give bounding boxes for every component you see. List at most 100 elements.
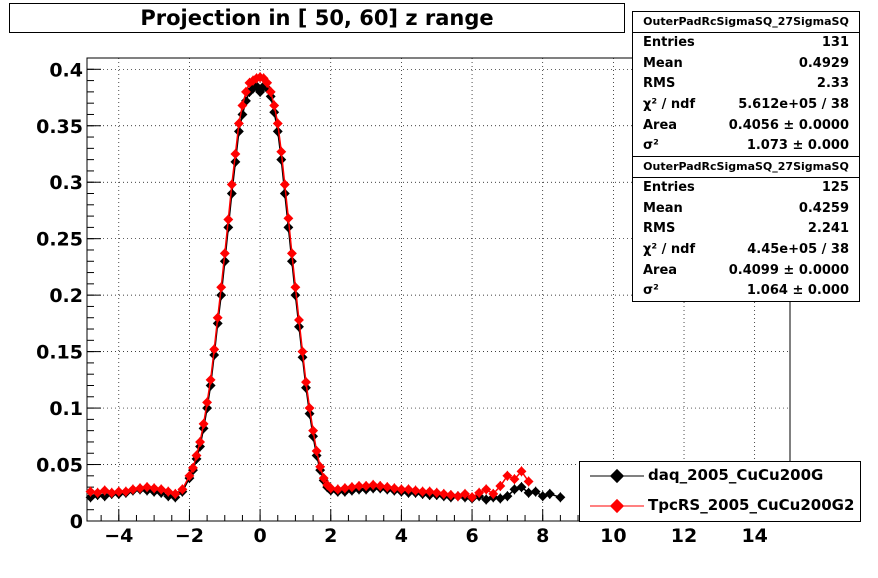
data-point	[127, 484, 138, 495]
x-tick-label: 6	[465, 525, 478, 547]
data-point	[272, 118, 283, 129]
stats-row: χ² / ndf 5.612e+05 / 38	[643, 97, 849, 113]
data-point	[368, 479, 379, 490]
data-point	[523, 487, 534, 498]
data-point	[286, 256, 297, 267]
data-point	[216, 290, 227, 301]
y-tick-label: 0.2	[49, 285, 83, 307]
data-point	[311, 446, 322, 456]
y-tick-label: 0.05	[36, 455, 83, 477]
data-point	[502, 470, 513, 481]
data-point	[481, 484, 492, 495]
data-point	[241, 86, 251, 97]
x-tick-label: 0	[253, 525, 266, 547]
data-point	[276, 154, 287, 165]
x-tick-label: 10	[600, 525, 626, 547]
data-point	[424, 486, 435, 497]
data-point	[304, 403, 315, 414]
legend-marker-icon	[590, 498, 644, 514]
data-point	[226, 188, 237, 199]
data-point	[283, 222, 294, 233]
stats-row: Mean 0.4929	[643, 55, 849, 71]
data-point	[375, 481, 386, 491]
y-tick-label: 0.4	[49, 59, 83, 81]
data-point	[502, 491, 513, 502]
data-point	[202, 403, 213, 414]
data-point	[318, 473, 329, 484]
x-tick-label: 12	[671, 525, 697, 547]
data-point	[290, 290, 301, 301]
data-point	[198, 418, 209, 429]
data-point	[237, 100, 248, 111]
data-point	[417, 486, 428, 497]
y-tick-label: 0.35	[36, 116, 83, 138]
data-point	[113, 486, 124, 497]
data-point	[354, 481, 364, 491]
data-point	[191, 450, 202, 461]
stats-row: Area 0.4099 ± 0.0000	[643, 262, 849, 278]
legend-marker-icon	[590, 468, 644, 484]
data-point	[301, 382, 311, 393]
data-point	[438, 488, 449, 499]
data-point	[177, 484, 188, 495]
data-point	[294, 315, 304, 325]
x-tick-label: 8	[536, 525, 549, 547]
data-point	[410, 485, 421, 496]
data-point	[403, 484, 414, 495]
data-point	[149, 483, 160, 494]
stats-box: OuterPadRcSigmaSQ_27SigmaSQ Entries 131 M…	[632, 11, 860, 158]
data-point	[332, 484, 343, 495]
stats-name: OuterPadRcSigmaSQ_27SigmaSQ	[633, 157, 859, 178]
data-point	[230, 149, 241, 159]
data-point	[265, 86, 276, 97]
data-point	[509, 474, 520, 485]
data-point	[346, 482, 357, 493]
legend-item: TpcRS_2005_CuCu200G2	[580, 492, 860, 520]
data-point	[212, 312, 223, 323]
data-point	[339, 483, 350, 494]
stats-row: Entries 125	[643, 180, 849, 195]
data-point	[308, 425, 319, 436]
data-point	[135, 483, 145, 494]
x-tick-label: 14	[741, 525, 767, 547]
data-point	[216, 282, 227, 293]
x-tick-label: −4	[104, 525, 133, 547]
data-point	[389, 483, 400, 494]
data-point	[325, 483, 336, 494]
data-point	[431, 487, 442, 498]
data-point	[223, 214, 234, 225]
data-point	[297, 346, 308, 357]
legend-item: daq_2005_CuCu200G	[580, 462, 860, 490]
data-point	[188, 462, 198, 473]
data-point	[495, 481, 506, 491]
y-tick-label: 0.3	[49, 172, 83, 194]
stats-row: Entries 131	[643, 35, 849, 50]
data-point	[205, 380, 216, 391]
stats-name: OuterPadRcSigmaSQ_27SigmaSQ	[633, 12, 859, 33]
data-point	[272, 126, 283, 137]
data-point	[276, 146, 287, 157]
data-point	[396, 484, 407, 495]
data-point	[286, 248, 297, 259]
data-point	[530, 486, 541, 497]
chart-title: Projection in [ 50, 60] z range	[9, 3, 625, 33]
data-point	[170, 488, 181, 499]
data-point	[279, 188, 290, 199]
legend: daq_2005_CuCu200G TpcRS_2005_CuCu200G2	[579, 461, 861, 522]
y-tick-label: 0.15	[36, 342, 83, 364]
x-tick-label: −2	[175, 525, 204, 547]
legend-label: daq_2005_CuCu200G	[648, 466, 824, 484]
data-point	[304, 408, 315, 419]
stats-row: RMS 2.241	[643, 221, 849, 237]
stats-box: OuterPadRcSigmaSQ_27SigmaSQ Entries 125 M…	[632, 156, 860, 302]
stats-row: σ² 1.064 ± 0.000	[643, 283, 849, 299]
stats-row: χ² / ndf 4.45e+05 / 38	[643, 242, 849, 258]
stats-row: Mean 0.4259	[643, 200, 849, 216]
data-point	[209, 344, 220, 355]
data-point	[382, 482, 393, 493]
x-tick-label: 2	[324, 525, 337, 547]
data-point	[516, 482, 527, 493]
data-point	[555, 492, 566, 503]
y-tick-label: 0.25	[36, 229, 83, 251]
data-point	[308, 431, 319, 442]
